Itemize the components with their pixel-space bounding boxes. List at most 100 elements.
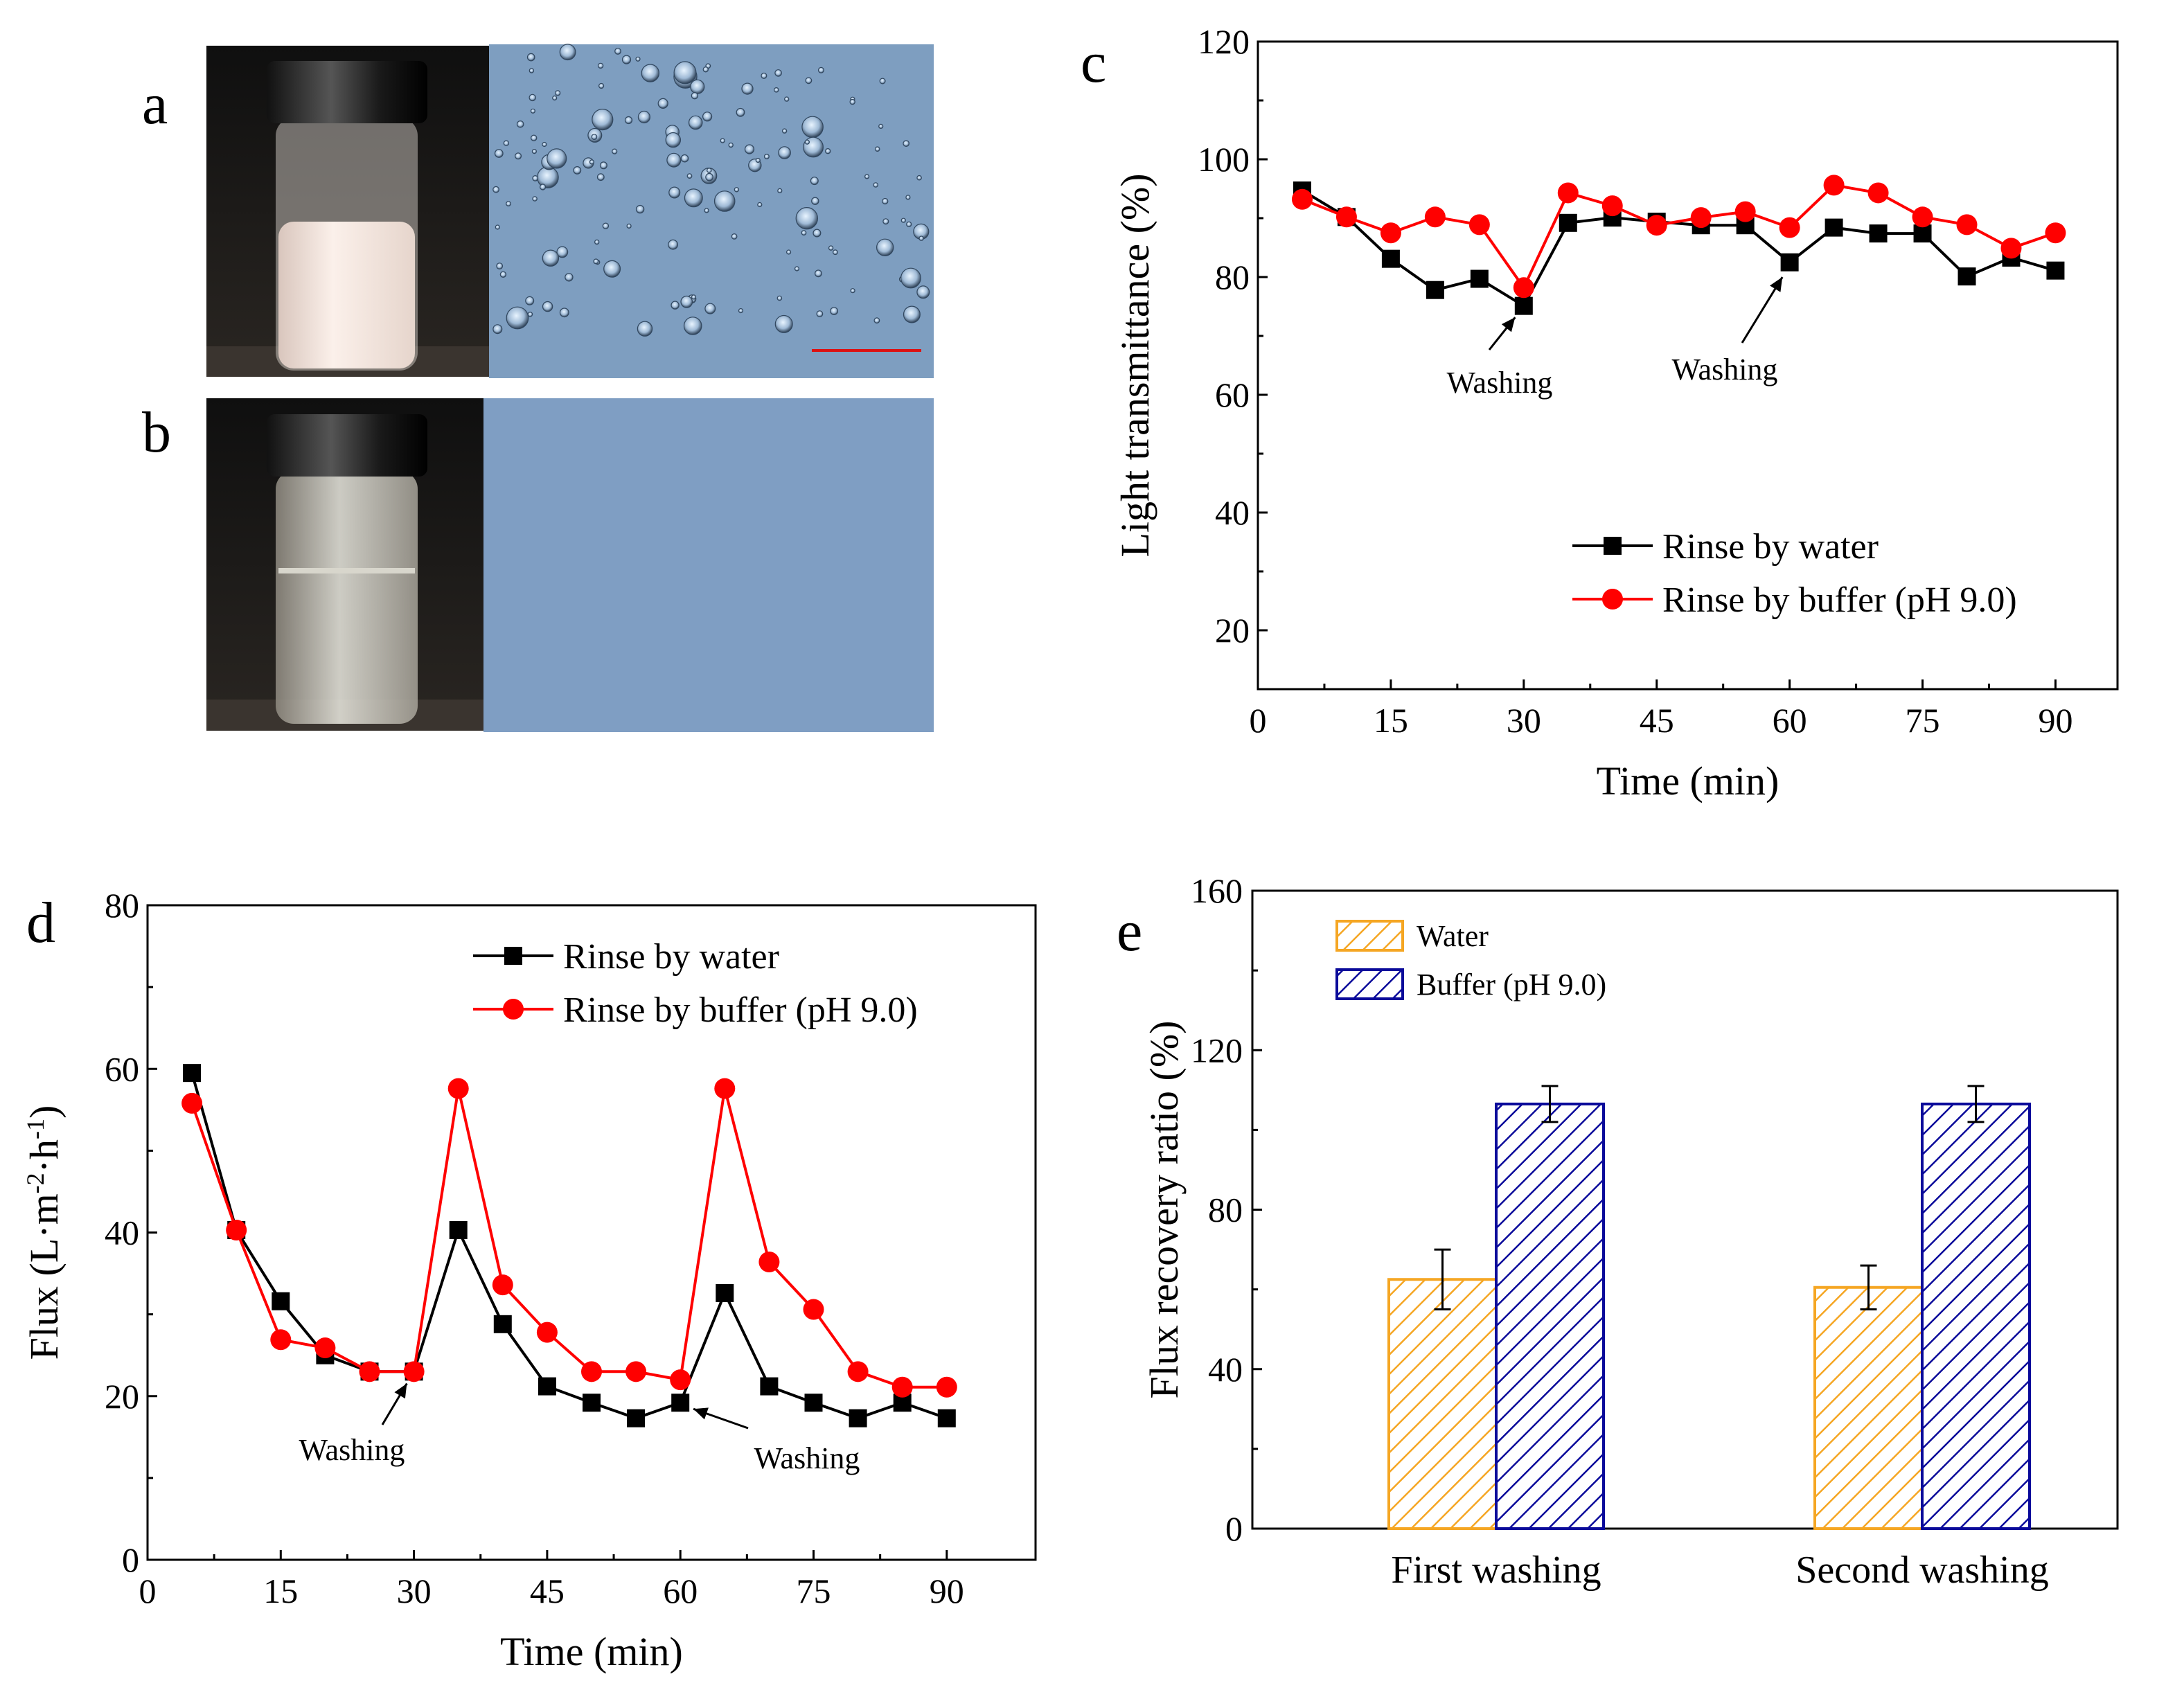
photo-vial-emulsion [206, 46, 489, 377]
data-point-buffer [359, 1361, 380, 1382]
bar-water [1813, 1286, 1924, 1530]
x-category-label: First washing [1391, 1549, 1601, 1592]
droplet [671, 301, 680, 310]
x-axis-title: Time (min) [1597, 758, 1779, 803]
legend-label: Buffer (pH 9.0) [1417, 968, 1606, 1002]
annotation-arrowhead [1770, 277, 1783, 292]
droplet [832, 249, 838, 256]
y-axis-title-part: -1 [21, 1119, 49, 1139]
x-tick-label: 15 [263, 1572, 298, 1610]
y-tick-label: 20 [1215, 611, 1250, 650]
droplet [763, 154, 770, 160]
droplet [744, 144, 755, 154]
series-line-water [190, 1072, 948, 1420]
x-category-label: Second washing [1795, 1549, 2049, 1592]
droplet [850, 288, 855, 294]
data-point-buffer [1779, 217, 1800, 238]
series-line-buffer [190, 1088, 947, 1389]
droplet [556, 246, 569, 258]
legend-label: Rinse by water [563, 937, 779, 977]
droplet [637, 321, 653, 337]
data-point-buffer [1734, 201, 1756, 222]
droplet [774, 314, 793, 333]
data-point-buffer [1956, 214, 1978, 235]
data-point-buffer [1646, 215, 1667, 236]
data-point-buffer [758, 1252, 780, 1273]
data-point-buffer [1513, 277, 1534, 299]
droplet [830, 307, 838, 316]
y-tick-label: 120 [1198, 22, 1250, 61]
droplet [757, 202, 763, 208]
droplet [816, 310, 824, 318]
data-point-water [1559, 213, 1577, 232]
series-line-buffer [1302, 184, 2057, 291]
droplet [728, 142, 734, 148]
micrograph-emulsion [489, 44, 934, 378]
droplet [635, 204, 645, 214]
droplet [599, 161, 607, 170]
droplet [906, 221, 912, 227]
droplet [530, 108, 536, 114]
droplet [565, 273, 574, 282]
droplet [794, 266, 800, 272]
droplet [741, 82, 754, 95]
annotation-label: Washing [754, 1441, 860, 1475]
droplet [531, 134, 538, 141]
panel-letter-a: a [142, 72, 168, 136]
droplet [602, 222, 610, 229]
droplet [684, 188, 703, 208]
droplet [874, 146, 880, 152]
droplet [503, 140, 510, 146]
droplet [878, 123, 884, 129]
droplet [532, 175, 539, 181]
data-point-water [583, 1394, 601, 1412]
annotation-label: Washing [1672, 353, 1778, 386]
droplet [542, 249, 560, 267]
legend-label: Rinse by water [1662, 527, 1879, 567]
data-point-water [1780, 253, 1799, 272]
droplet [624, 116, 633, 125]
droplet [882, 218, 889, 225]
droplet [589, 159, 595, 165]
droplet [918, 235, 924, 241]
data-point-buffer [1601, 195, 1623, 217]
photo-vial-clear [206, 398, 483, 731]
data-point-water [1913, 224, 1932, 243]
data-point-buffer [314, 1337, 336, 1359]
data-point-buffer [714, 1078, 736, 1099]
data-point-buffer [181, 1092, 203, 1114]
data-point-buffer [226, 1219, 247, 1240]
droplet [555, 90, 561, 96]
droplet [494, 149, 504, 158]
droplet [691, 91, 699, 100]
data-point-buffer [803, 1299, 824, 1320]
droplet [492, 186, 499, 193]
data-point-buffer [670, 1369, 691, 1391]
droplet [532, 196, 538, 202]
x-tick-label: 0 [1250, 701, 1267, 740]
droplet [506, 201, 511, 207]
droplet [801, 230, 807, 236]
droplet [916, 285, 930, 299]
annotation-label: Washing [299, 1433, 405, 1467]
droplet [495, 224, 500, 230]
data-point-buffer [2000, 238, 2022, 259]
droplet [879, 78, 886, 84]
droplet [542, 301, 553, 312]
droplet [691, 294, 697, 300]
bar-buffer [1495, 1102, 1605, 1530]
data-point-buffer [1557, 182, 1579, 204]
droplet [916, 175, 922, 181]
droplet [525, 296, 535, 305]
droplet [774, 69, 782, 77]
x-tick-label: 30 [1507, 701, 1541, 740]
y-tick-label: 40 [1208, 1350, 1243, 1389]
droplet [686, 173, 693, 179]
bar-buffer [1921, 1102, 2031, 1530]
droplet [824, 148, 831, 154]
y-tick-label: 40 [1215, 493, 1250, 532]
data-point-water [183, 1064, 202, 1083]
data-point-buffer [1823, 175, 1845, 196]
chart-d: 0 15 30 45 60 75 90 0 20 40 60 80 Time (min) Flux (L·… [21, 886, 1037, 1674]
